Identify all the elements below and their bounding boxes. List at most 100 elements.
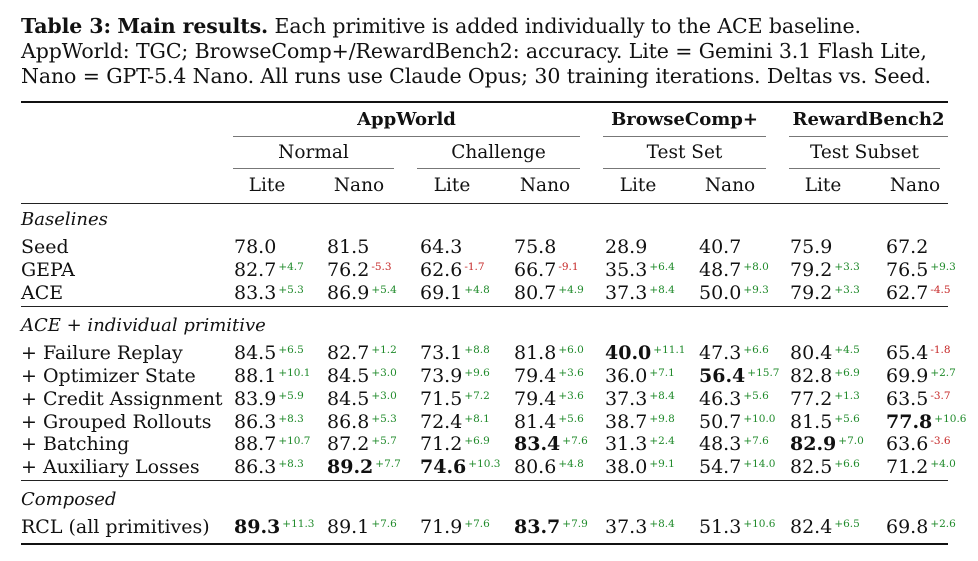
cell-delta: +5.6 xyxy=(743,390,769,402)
cell-delta: +6.5 xyxy=(834,518,860,530)
cell-value: 81.5 xyxy=(790,411,833,433)
group-header: BrowseComp+ xyxy=(611,109,758,130)
table-cell: 79.4 +3.6 xyxy=(514,388,584,413)
cell-value: 86.8 xyxy=(327,411,370,433)
cell-value: 66.7 xyxy=(514,259,557,281)
cell-value: 72.4 xyxy=(420,411,463,433)
cell-delta: +6.9 xyxy=(834,367,860,379)
row-label: + Batching xyxy=(21,433,130,455)
table-cell: 80.4 +4.5 xyxy=(790,342,860,367)
cell-delta: +3.3 xyxy=(834,284,860,296)
row-label: + Grouped Rollouts xyxy=(21,411,212,433)
table-cell: 48.7 +8.0 xyxy=(699,259,769,284)
cell-value: 62.7 xyxy=(886,282,929,304)
cell-value: 76.5 xyxy=(886,259,929,281)
group-header: AppWorld xyxy=(357,109,456,130)
cell-delta: +8.0 xyxy=(743,261,769,273)
cell-value: 63.6 xyxy=(886,433,929,455)
cell-value-best: 56.4 xyxy=(699,365,746,387)
cell-value: 28.9 xyxy=(605,236,648,258)
cell-delta: +11.3 xyxy=(282,518,315,530)
cell-value-best: 89.3 xyxy=(234,516,281,538)
cell-delta: +6.6 xyxy=(743,344,769,356)
table-cell: 31.3 +2.4 xyxy=(605,433,675,458)
cell-delta: +9.8 xyxy=(649,413,675,425)
table-cell: 37.3 +8.4 xyxy=(605,388,675,413)
row-label: RCL (all primitives) xyxy=(21,516,210,538)
cell-delta: +5.6 xyxy=(558,413,584,425)
cell-value: 51.3 xyxy=(699,516,742,538)
cell-value: 47.3 xyxy=(699,342,742,364)
table-cell: 82.7 +4.7 xyxy=(234,259,304,284)
cell-delta: +4.5 xyxy=(834,344,860,356)
table-cell: 89.3 +11.3 xyxy=(234,516,314,541)
cell-delta: -4.5 xyxy=(930,284,951,296)
cell-value: 82.8 xyxy=(790,365,833,387)
cell-value: 69.8 xyxy=(886,516,929,538)
cell-value: 31.3 xyxy=(605,433,648,455)
cell-delta: +8.3 xyxy=(278,458,304,470)
table-cell: 78.0 xyxy=(234,236,276,258)
cell-value: 81.4 xyxy=(514,411,557,433)
cell-value: 79.4 xyxy=(514,365,557,387)
table-cell: 75.8 xyxy=(514,236,556,258)
table-cell: 80.6 +4.8 xyxy=(514,456,584,481)
cell-delta: -3.7 xyxy=(930,390,951,402)
cell-delta: +15.7 xyxy=(747,367,780,379)
table-cell: 63.5 -3.7 xyxy=(886,388,951,413)
cell-value: 38.0 xyxy=(605,456,648,478)
cell-delta: -1.7 xyxy=(464,261,485,273)
cell-value: 82.7 xyxy=(327,342,370,364)
cell-delta: +10.0 xyxy=(743,413,776,425)
cell-delta: +3.3 xyxy=(834,261,860,273)
cell-delta: +7.6 xyxy=(743,435,769,447)
top-rule xyxy=(21,101,948,103)
table-cell: 86.3 +8.3 xyxy=(234,411,304,436)
cell-delta: +1.2 xyxy=(371,344,397,356)
table-cell: 81.8 +6.0 xyxy=(514,342,584,367)
cell-delta: +4.9 xyxy=(558,284,584,296)
cell-value: 71.2 xyxy=(420,433,463,455)
cell-value: 50.7 xyxy=(699,411,742,433)
cell-delta: +10.7 xyxy=(278,435,311,447)
model-header: Lite xyxy=(248,175,286,196)
model-header: Nano xyxy=(519,175,571,196)
table-cell: 54.7 +14.0 xyxy=(699,456,776,481)
model-header: Nano xyxy=(704,175,756,196)
cell-delta: +3.6 xyxy=(558,367,584,379)
subgroup-underline xyxy=(417,168,580,169)
table-cell: 51.3 +10.6 xyxy=(699,516,776,541)
cell-value-best: 74.6 xyxy=(420,456,467,478)
subgroup-underline xyxy=(789,168,940,169)
table-cell: 46.3 +5.6 xyxy=(699,388,769,413)
cell-value: 79.2 xyxy=(790,259,833,281)
cell-delta: -1.8 xyxy=(930,344,951,356)
cell-delta: +4.7 xyxy=(278,261,304,273)
cell-value: 80.4 xyxy=(790,342,833,364)
cell-delta: +5.9 xyxy=(278,390,304,402)
caption-title: Main results. xyxy=(117,14,269,38)
table-cell: 62.7 -4.5 xyxy=(886,282,951,307)
cell-value-best: 77.8 xyxy=(886,411,933,433)
cell-value: 64.3 xyxy=(420,236,463,258)
subgroup-underline xyxy=(603,168,766,169)
cell-value: 48.7 xyxy=(699,259,742,281)
model-header: Lite xyxy=(619,175,657,196)
table-cell: 28.9 xyxy=(605,236,647,258)
table-cell: 86.3 +8.3 xyxy=(234,456,304,481)
cell-delta: +6.6 xyxy=(834,458,860,470)
cell-value: 65.4 xyxy=(886,342,929,364)
cell-value: 79.4 xyxy=(514,388,557,410)
table-cell: 76.2 -5.3 xyxy=(327,259,392,284)
cell-value: 71.5 xyxy=(420,388,463,410)
table-cell: 67.2 xyxy=(886,236,928,258)
section-title: Baselines xyxy=(21,209,108,230)
cell-value: 62.6 xyxy=(420,259,463,281)
table-cell: 50.0 +9.3 xyxy=(699,282,769,307)
cell-delta: +10.1 xyxy=(278,367,311,379)
table-cell: 81.5 xyxy=(327,236,369,258)
table-cell: 75.9 xyxy=(790,236,832,258)
cell-value-best: 89.2 xyxy=(327,456,374,478)
cell-delta: +6.5 xyxy=(278,344,304,356)
model-header: Lite xyxy=(433,175,471,196)
